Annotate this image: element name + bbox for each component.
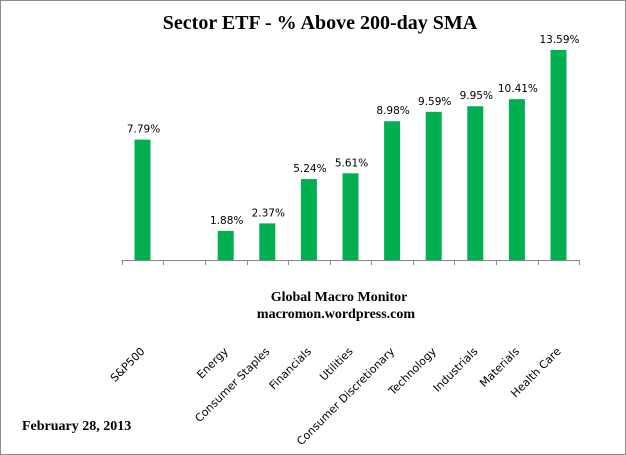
bar bbox=[217, 230, 234, 260]
bar bbox=[384, 121, 401, 260]
chart-title: Sector ETF - % Above 200-day SMA bbox=[163, 12, 478, 34]
bar bbox=[342, 173, 359, 260]
data-label: 2.37% bbox=[252, 207, 285, 219]
source-url: macromon.wordpress.com bbox=[257, 307, 415, 322]
data-label: 10.41% bbox=[498, 83, 538, 95]
date-label: February 28, 2013 bbox=[22, 419, 131, 434]
bar bbox=[467, 106, 484, 260]
data-label: 9.59% bbox=[418, 96, 451, 108]
bar bbox=[134, 139, 151, 260]
bar bbox=[550, 50, 567, 260]
data-label: 9.95% bbox=[460, 90, 493, 102]
data-label: 5.61% bbox=[335, 157, 368, 169]
source-name: Global Macro Monitor bbox=[271, 290, 408, 305]
bar bbox=[508, 99, 525, 261]
data-label: 7.79% bbox=[127, 124, 160, 136]
data-label: 5.24% bbox=[293, 163, 326, 175]
bar bbox=[259, 223, 276, 260]
data-label: 13.59% bbox=[539, 34, 579, 46]
bar bbox=[300, 179, 317, 260]
data-label: 1.88% bbox=[210, 215, 243, 227]
data-label: 8.98% bbox=[376, 105, 409, 117]
bar bbox=[425, 111, 442, 261]
